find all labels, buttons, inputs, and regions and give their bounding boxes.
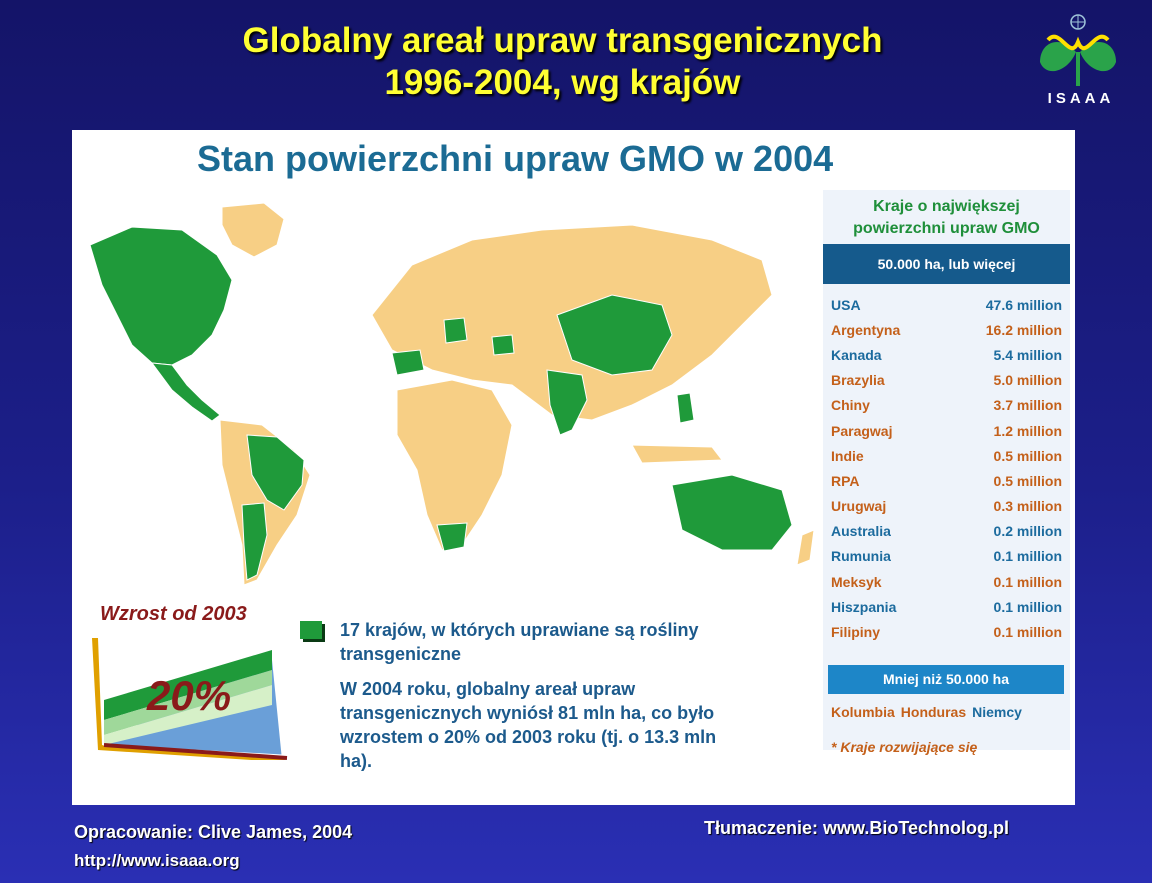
- country-row: Paragwaj 1.2 million: [823, 418, 1070, 443]
- slide-title-line2: 1996-2004, wg krajów: [384, 63, 741, 102]
- slide-title-line1: Globalny areał upraw transgenicznych: [242, 21, 883, 60]
- map-australia: [671, 474, 793, 551]
- country-value: 0.1 million: [993, 548, 1062, 565]
- country-name: Rumunia: [831, 548, 891, 565]
- country-row: Meksyk 0.1 million: [823, 569, 1070, 594]
- country-name: Urugwaj: [831, 498, 887, 515]
- map-india: [546, 369, 588, 436]
- map-greenland: [221, 202, 285, 258]
- country-value: 0.1 million: [993, 624, 1062, 641]
- country-name: Filipiny: [831, 624, 880, 641]
- country-name: Brazylia: [831, 372, 885, 389]
- growth-label: Wzrost od 2003: [100, 603, 247, 625]
- country-name: Chiny: [831, 397, 870, 414]
- footnote: * Kraje rozwijające się: [831, 739, 978, 755]
- country-row: Indie 0.5 million: [823, 443, 1070, 468]
- legend-swatch: [300, 621, 322, 639]
- sidebar-heading: Kraje o największej powierzchni upraw GM…: [823, 190, 1070, 242]
- map-germany: [443, 317, 468, 344]
- country-row: Chiny 3.7 million: [823, 393, 1070, 418]
- growth-percent: 20%: [146, 672, 231, 719]
- footer-translation[interactable]: Tłumaczenie: www.BioTechnolog.pl: [704, 818, 1010, 838]
- country-row: Rumunia 0.1 million: [823, 544, 1070, 569]
- country-row: Urugwaj 0.3 million: [823, 494, 1070, 519]
- map-south-africa: [436, 522, 468, 552]
- country-name: Kanada: [831, 346, 882, 363]
- country-value: 0.3 million: [993, 498, 1062, 515]
- sidebar-band: 50.000 ha, lub więcej: [823, 244, 1070, 284]
- map-new-zealand: [796, 529, 815, 566]
- country-name: USA: [831, 296, 861, 313]
- country-row: Argentyna 16.2 million: [823, 317, 1070, 342]
- isaaa-leaf-logo-icon: [1040, 14, 1116, 86]
- country-name: Meksyk: [831, 573, 882, 590]
- country-value: 16.2 million: [985, 321, 1062, 338]
- country-name: RPA: [831, 472, 860, 489]
- map-argentina: [241, 502, 268, 581]
- less-band: Mniej niż 50.000 ha: [828, 665, 1064, 694]
- country-value: 47.6 million: [985, 296, 1062, 313]
- country-value: 0.5 million: [993, 472, 1062, 489]
- country-name: Hiszpania: [831, 598, 897, 615]
- panel-title: Stan powierzchni upraw GMO w 2004: [197, 138, 834, 179]
- small-countries-list: Kolumbia Honduras Niemcy: [831, 704, 1028, 720]
- country-row: Filipiny 0.1 million: [823, 619, 1070, 644]
- small-country: Honduras: [900, 704, 967, 720]
- country-value: 0.1 million: [993, 598, 1062, 615]
- country-name: Australia: [831, 523, 891, 540]
- country-list: USA 47.6 million Argentyna 16.2 million Kana…: [823, 284, 1070, 645]
- country-row: USA 47.6 million: [823, 292, 1070, 317]
- countries-sidebar: Kraje o największej powierzchni upraw GM…: [823, 190, 1070, 750]
- country-name: Paragwaj: [831, 422, 893, 439]
- country-value: 0.5 million: [993, 447, 1062, 464]
- map-romania: [491, 334, 515, 356]
- small-country: Niemcy: [972, 704, 1022, 720]
- content-panel: Stan powierzchni upraw GMO w 2004: [72, 130, 1075, 805]
- logo-text: ISAAA: [1047, 90, 1115, 107]
- slide-title: Globalny areał upraw transgenicznych 199…: [0, 20, 1125, 104]
- country-value: 0.2 million: [993, 523, 1062, 540]
- map-mexico: [150, 362, 221, 422]
- country-name: Indie: [831, 447, 864, 464]
- footer-source: Opracowanie: Clive James, 2004: [74, 822, 353, 842]
- map-spain: [391, 349, 425, 376]
- growth-graphic: 20%: [92, 638, 288, 760]
- map-africa: [396, 379, 513, 551]
- summary-text: W 2004 roku, globalny areał upraw transg…: [340, 679, 717, 771]
- sidebar-heading-line2: powierzchni upraw GMO: [853, 220, 1040, 237]
- map-philippines: [676, 392, 695, 424]
- map-brazil: [246, 434, 305, 511]
- country-row: Australia 0.2 million: [823, 519, 1070, 544]
- country-value: 5.0 million: [993, 372, 1062, 389]
- country-value: 3.7 million: [993, 397, 1062, 414]
- country-value: 0.1 million: [993, 573, 1062, 590]
- footer-url[interactable]: http://www.isaaa.org: [74, 851, 240, 870]
- country-row: Kanada 5.4 million: [823, 342, 1070, 367]
- country-row: Hiszpania 0.1 million: [823, 594, 1070, 619]
- map-indonesia: [631, 444, 723, 464]
- map-north-america: [89, 226, 233, 366]
- country-name: Argentyna: [831, 321, 901, 338]
- legend-text: 17 krajów, w których uprawiane są roślin…: [340, 620, 699, 664]
- map-china: [556, 294, 673, 376]
- country-value: 1.2 million: [993, 422, 1062, 439]
- world-map: [89, 202, 815, 586]
- country-row: Brazylia 5.0 million: [823, 368, 1070, 393]
- country-row: RPA 0.5 million: [823, 468, 1070, 493]
- small-country: Kolumbia: [831, 704, 895, 720]
- sidebar-heading-line1: Kraje o największej: [873, 198, 1020, 215]
- country-value: 5.4 million: [993, 346, 1062, 363]
